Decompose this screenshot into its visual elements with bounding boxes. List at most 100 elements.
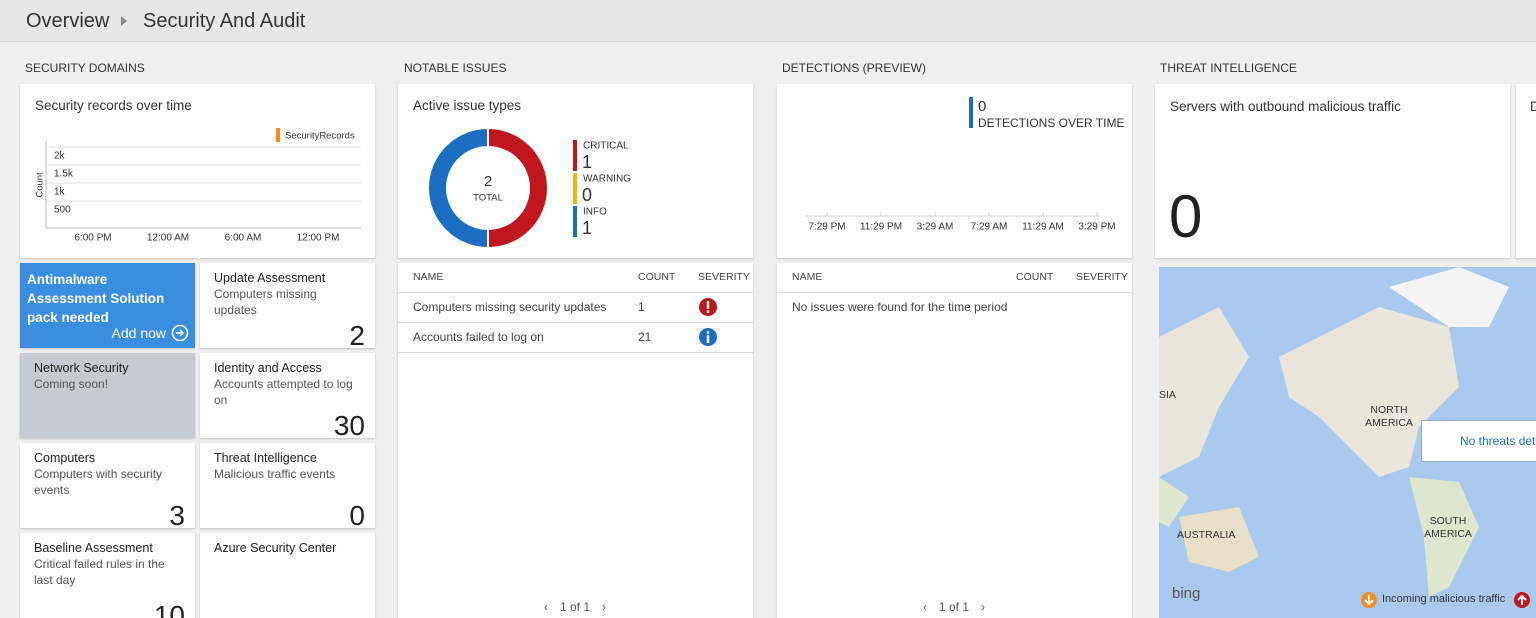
map-label: SIA (1159, 389, 1176, 401)
pager-next[interactable]: › (981, 600, 986, 614)
tile-title: Antimalware Assessment Solution pack nee… (27, 272, 165, 325)
threat-card[interactable]: D (1516, 84, 1536, 258)
issues-card[interactable]: Active issue types CRITICAL 1 WARNING 0 INFO… (398, 84, 753, 258)
section-heading: SECURITY DOMAINS (25, 61, 145, 75)
x-tick-label: 6:00 AM (225, 233, 262, 244)
map-label: NORTH AMERICA (1365, 404, 1413, 429)
tile-subtitle: Computers missing updates (214, 287, 317, 317)
x-tick-label: 11:29 AM (1022, 222, 1064, 233)
map-brand: bing (1172, 585, 1201, 602)
outgoing-icon (1514, 592, 1530, 608)
breadcrumb-link[interactable]: Overview (26, 10, 110, 32)
legend-value: 1 (582, 218, 592, 238)
map-label: AUSTRALIA (1177, 529, 1236, 541)
pager-next[interactable]: › (602, 600, 607, 614)
tile-action-label: Add now (111, 325, 166, 341)
x-tick-label: 7:29 AM (971, 222, 1008, 233)
records-card[interactable]: Security records over time 2k 1.5k 1k 500 6:… (20, 84, 375, 258)
tile-count: 10 (153, 600, 185, 618)
tile[interactable]: Update Assessment Computers missing updat… (200, 263, 375, 350)
tile[interactable]: Identity and Access Accounts attempted to… (200, 353, 375, 441)
legend-bar (969, 97, 973, 128)
tile-count: 30 (333, 410, 365, 441)
detections-chart: 7:29 PM 11:29 PM 3:29 AM 7:29 AM 11:29 AM 3:2… (805, 212, 1116, 233)
donut-total-label: TOTAL (473, 193, 503, 204)
card-title: Security records over time (35, 98, 192, 113)
tile-count: 3 (169, 500, 185, 531)
column-header: COUNT (1016, 271, 1054, 283)
section-heading: THREAT INTELLIGENCE (1160, 61, 1297, 75)
tile-title: Threat Intelligence (214, 451, 317, 465)
legend-value: 0 (582, 185, 592, 205)
x-tick-label: 3:29 PM (1078, 222, 1115, 233)
x-tick-label: 7:29 PM (808, 222, 845, 233)
map-land (1159, 267, 1509, 597)
tile-title: Network Security (34, 361, 129, 375)
x-tick-label: 11:29 PM (860, 222, 902, 233)
y-tick-label: 500 (54, 205, 71, 216)
pager-prev[interactable]: ‹ (922, 600, 927, 614)
severity-critical-icon (699, 298, 717, 316)
section-heading: NOTABLE ISSUES (404, 61, 507, 75)
x-tick-label: 12:00 AM (147, 233, 189, 244)
tile-title: Computers (34, 451, 96, 465)
card-title: Servers with outbound malicious traffic (1170, 99, 1401, 114)
map-notice: No threats det (1421, 420, 1536, 462)
detections-label: DETECTIONS OVER TIME (978, 116, 1125, 130)
column-header: NAME (413, 271, 444, 283)
row-divider (398, 292, 753, 293)
legend-label: SecurityRecords (285, 131, 355, 142)
row-divider (777, 292, 1132, 293)
header-bar: Overview Security And Audit (0, 0, 1536, 42)
tile-title: Azure Security Center (214, 541, 337, 555)
breadcrumb-current: Security And Audit (143, 10, 306, 32)
pager: ‹ 1 of 1 › (914, 600, 994, 614)
records-chart: 2k 1.5k 1k 500 6:00 PM 12:00 AM 6:00 AM 12:00 P… (35, 128, 361, 244)
column-header: NAME (792, 271, 823, 283)
y-axis-label: Count (35, 172, 46, 198)
pager-text: 1 of 1 (559, 600, 591, 614)
card-title: D (1530, 99, 1536, 114)
legend-swatch (276, 128, 280, 142)
legend-label: WARNING (583, 174, 631, 185)
donut-total: 2 (484, 173, 492, 190)
pager: ‹ 1 of 1 › (535, 600, 615, 614)
tile-count: 0 (349, 500, 365, 531)
breadcrumb-separator (121, 16, 127, 26)
table-cell: 1 (638, 300, 645, 314)
card-title: Active issue types (413, 98, 522, 113)
row-divider (398, 322, 753, 323)
map-label: SOUTH AMERICA (1424, 515, 1472, 540)
column-header: SEVERITY (1076, 271, 1128, 283)
threat-card[interactable]: Servers with outbound malicious traffic … (1155, 84, 1510, 258)
tile-action[interactable]: Add now (112, 324, 189, 342)
pager-prev[interactable]: ‹ (543, 600, 548, 614)
map[interactable]: SIA NORTH AMERICA AUSTRALIA SOUTH AMERIC… (1159, 267, 1536, 618)
tile[interactable]: Threat Intelligence Malicious traffic eve… (200, 443, 375, 531)
tile[interactable]: Network Security Coming soon! (20, 353, 195, 438)
detections-value: 0 (978, 98, 987, 115)
action-icon (171, 324, 189, 342)
tile-title: Identity and Access (214, 361, 322, 375)
donut-segment (486, 126, 549, 250)
tile[interactable]: Azure Security Center (200, 533, 375, 618)
row-divider (398, 352, 753, 353)
tile[interactable]: Antimalware Assessment Solution pack nee… (20, 263, 195, 348)
table-cell: Accounts failed to log on (413, 330, 544, 344)
detections-card[interactable]: 0 DETECTIONS OVER TIME 7:29 PM 11:29 PM 3:… (777, 84, 1132, 258)
legend-bar (573, 173, 577, 204)
tile-subtitle: Critical failed rules in the last day (34, 557, 165, 587)
x-tick-label: 6:00 PM (74, 233, 111, 244)
legend-label: CRITICAL (583, 141, 629, 152)
tile-subtitle: Coming soon! (34, 377, 109, 391)
legend-bar (573, 140, 577, 171)
donut-segment (427, 126, 490, 250)
tile[interactable]: Baseline Assessment Critical failed rules… (20, 533, 195, 618)
detections-table (777, 263, 1132, 618)
tile-subtitle: Malicious traffic events (214, 467, 336, 481)
tile-title: Update Assessment (214, 271, 326, 285)
x-tick-label: 12:00 PM (297, 233, 340, 244)
tile[interactable]: Computers Computers with security events 3 (20, 443, 195, 531)
x-tick-label: 3:29 AM (917, 222, 954, 233)
